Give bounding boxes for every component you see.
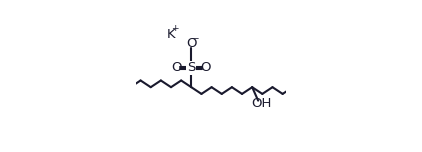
Text: +: +	[171, 24, 179, 33]
Text: −: −	[191, 33, 199, 42]
Text: O: O	[172, 61, 182, 74]
Text: O: O	[186, 37, 197, 50]
Text: OH: OH	[251, 97, 272, 110]
Text: O: O	[200, 61, 211, 74]
Text: K: K	[167, 28, 176, 41]
Text: S: S	[187, 61, 195, 74]
